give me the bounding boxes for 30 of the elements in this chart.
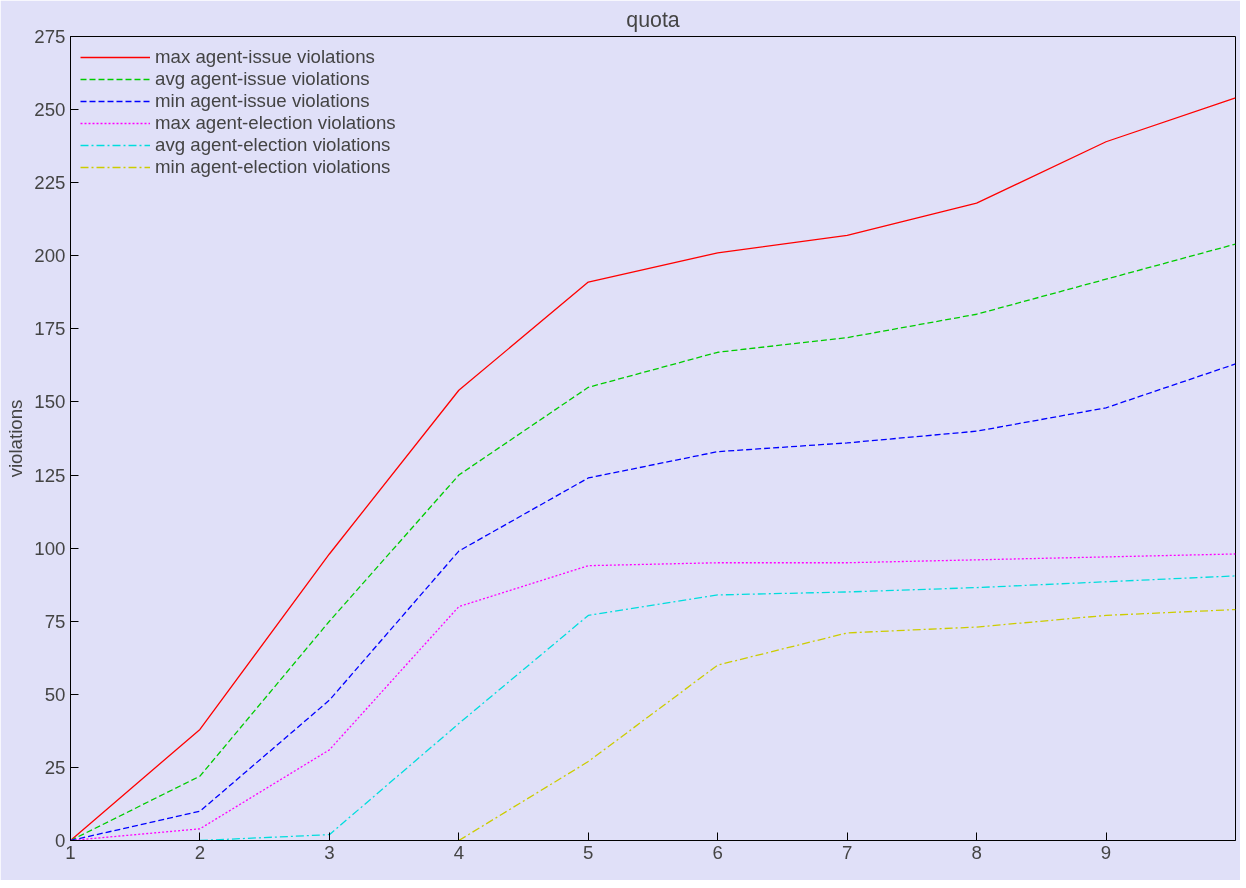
y-tick-label: 275 (34, 26, 66, 47)
legend-label: max agent-election violations (155, 112, 396, 134)
x-tick-label: 7 (841, 841, 853, 863)
y-tick-label: 125 (34, 464, 66, 486)
x-tick-label: 8 (971, 841, 982, 863)
legend-label: avg agent-issue violations (155, 68, 370, 90)
y-tick-label: 250 (34, 99, 66, 121)
x-tick-label: 4 (453, 841, 465, 863)
y-tick-label: 200 (34, 245, 66, 267)
y-tick-label: 50 (44, 683, 66, 705)
legend-label: min agent-issue violations (155, 90, 370, 112)
legend-label: max agent-issue violations (155, 46, 375, 68)
x-tick-label: 2 (194, 841, 206, 863)
y-axis-title: violations (5, 399, 27, 478)
y-tick-label: 25 (44, 756, 66, 778)
x-tick-label: 3 (324, 841, 335, 863)
x-tick-label: 5 (583, 841, 594, 863)
chart-title: quota (626, 7, 680, 32)
y-tick-label: 175 (34, 318, 66, 340)
x-tick-label: 1 (65, 841, 76, 863)
x-tick-label: 6 (712, 841, 723, 863)
y-tick-label: 100 (34, 537, 66, 559)
y-tick-label: 150 (34, 391, 66, 413)
legend-label: min agent-election violations (155, 156, 391, 178)
x-tick-label: 9 (1100, 841, 1112, 863)
line-series (458, 608, 1236, 841)
legend-label: avg agent-election violations (155, 134, 391, 156)
y-tick-label: 75 (44, 610, 66, 632)
y-tick-label: 225 (34, 172, 66, 194)
y-tick-label: 0 (55, 830, 66, 851)
